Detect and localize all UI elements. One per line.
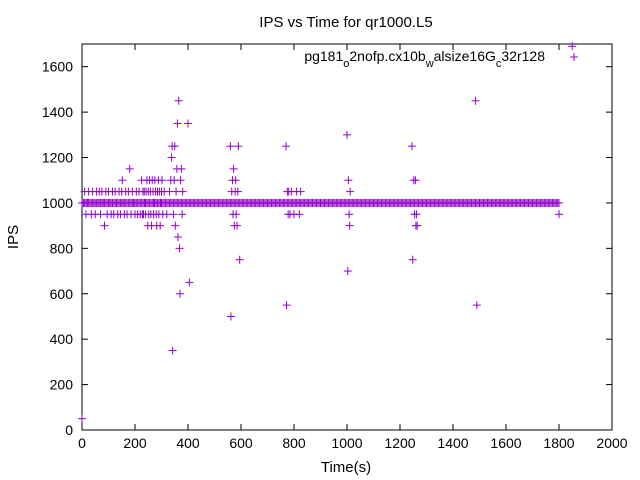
x-axis-title: Time(s)	[321, 459, 371, 476]
data-point	[231, 176, 240, 185]
data-point	[100, 221, 109, 230]
data-point	[175, 244, 184, 253]
y-tick-label: 400	[50, 331, 74, 347]
data-point	[129, 198, 138, 207]
data-point	[119, 198, 128, 207]
x-tick-label: 600	[229, 435, 253, 451]
data-point	[408, 255, 417, 264]
data-points	[78, 42, 577, 423]
data-point	[295, 210, 304, 219]
data-point	[141, 198, 150, 207]
data-point	[345, 210, 354, 219]
tick-labels: 0 200 400 600 800 1000 1200 1400 1600 1800 2000 0 20…	[42, 59, 628, 451]
data-point	[344, 176, 353, 185]
data-point	[345, 221, 354, 230]
data-point	[407, 142, 416, 151]
data-point	[156, 198, 165, 207]
data-point	[282, 142, 291, 151]
y-tick-label: 200	[50, 377, 74, 393]
data-point	[168, 346, 177, 355]
y-tick-label: 1400	[42, 104, 73, 120]
data-point	[174, 96, 183, 105]
data-point	[158, 176, 167, 185]
y-tick-label: 1200	[42, 150, 73, 166]
data-point	[173, 119, 182, 128]
x-tick-label: 800	[282, 435, 306, 451]
data-point	[78, 414, 86, 423]
y-tick-label: 1000	[42, 195, 73, 211]
data-point	[169, 210, 178, 219]
x-tick-label: 1200	[384, 435, 415, 451]
data-point	[171, 221, 180, 230]
x-tick-label: 1600	[490, 435, 521, 451]
data-point	[233, 221, 242, 230]
x-tick-label: 1400	[437, 435, 468, 451]
data-point	[178, 187, 187, 196]
data-point	[178, 210, 187, 219]
axes	[81, 43, 613, 431]
plot-frame	[81, 43, 613, 431]
data-point	[413, 221, 422, 230]
data-point	[185, 278, 194, 287]
data-point	[229, 164, 238, 173]
x-tick-label: 1800	[543, 435, 574, 451]
y-tick-label: 0	[65, 422, 73, 438]
y-tick-label: 600	[50, 286, 74, 302]
data-point	[346, 187, 355, 196]
data-point	[343, 267, 352, 276]
data-point	[118, 176, 127, 185]
data-point	[343, 130, 351, 139]
data-point	[170, 142, 179, 151]
data-point	[150, 198, 159, 207]
data-point	[471, 96, 480, 105]
legend: pg181o2nofp.cx10bwalsize16Gc32r128	[304, 48, 578, 70]
y-tick-label: 800	[50, 240, 74, 256]
chart-title: IPS vs Time for qr1000.L5	[259, 14, 432, 31]
data-point	[232, 210, 241, 219]
data-point	[234, 142, 243, 151]
data-point	[555, 198, 563, 207]
data-point	[296, 187, 305, 196]
data-point	[555, 210, 563, 219]
data-point	[235, 255, 244, 264]
data-point	[176, 176, 185, 185]
data-point	[184, 119, 192, 128]
data-point	[412, 210, 421, 219]
data-point	[156, 221, 165, 230]
y-tick-label: 1600	[42, 59, 73, 75]
data-point	[167, 153, 176, 162]
data-point	[176, 289, 185, 298]
data-point	[226, 312, 235, 321]
data-point	[173, 233, 182, 241]
x-tick-label: 1000	[331, 435, 362, 451]
data-point	[233, 187, 242, 196]
x-tick-label: 400	[176, 435, 200, 451]
data-point	[411, 176, 420, 185]
data-point	[177, 164, 186, 173]
data-point	[125, 164, 134, 173]
legend-marker	[570, 53, 578, 61]
y-axis-title: IPS	[5, 225, 22, 249]
data-point	[282, 301, 291, 310]
data-point	[226, 142, 235, 151]
legend-label: pg181o2nofp.cx10bwalsize16Gc32r128	[304, 48, 545, 70]
data-point	[472, 301, 481, 310]
x-tick-label: 2000	[596, 435, 627, 451]
x-tick-label: 200	[123, 435, 147, 451]
data-point	[568, 42, 577, 51]
x-tick-label: 0	[78, 435, 86, 451]
